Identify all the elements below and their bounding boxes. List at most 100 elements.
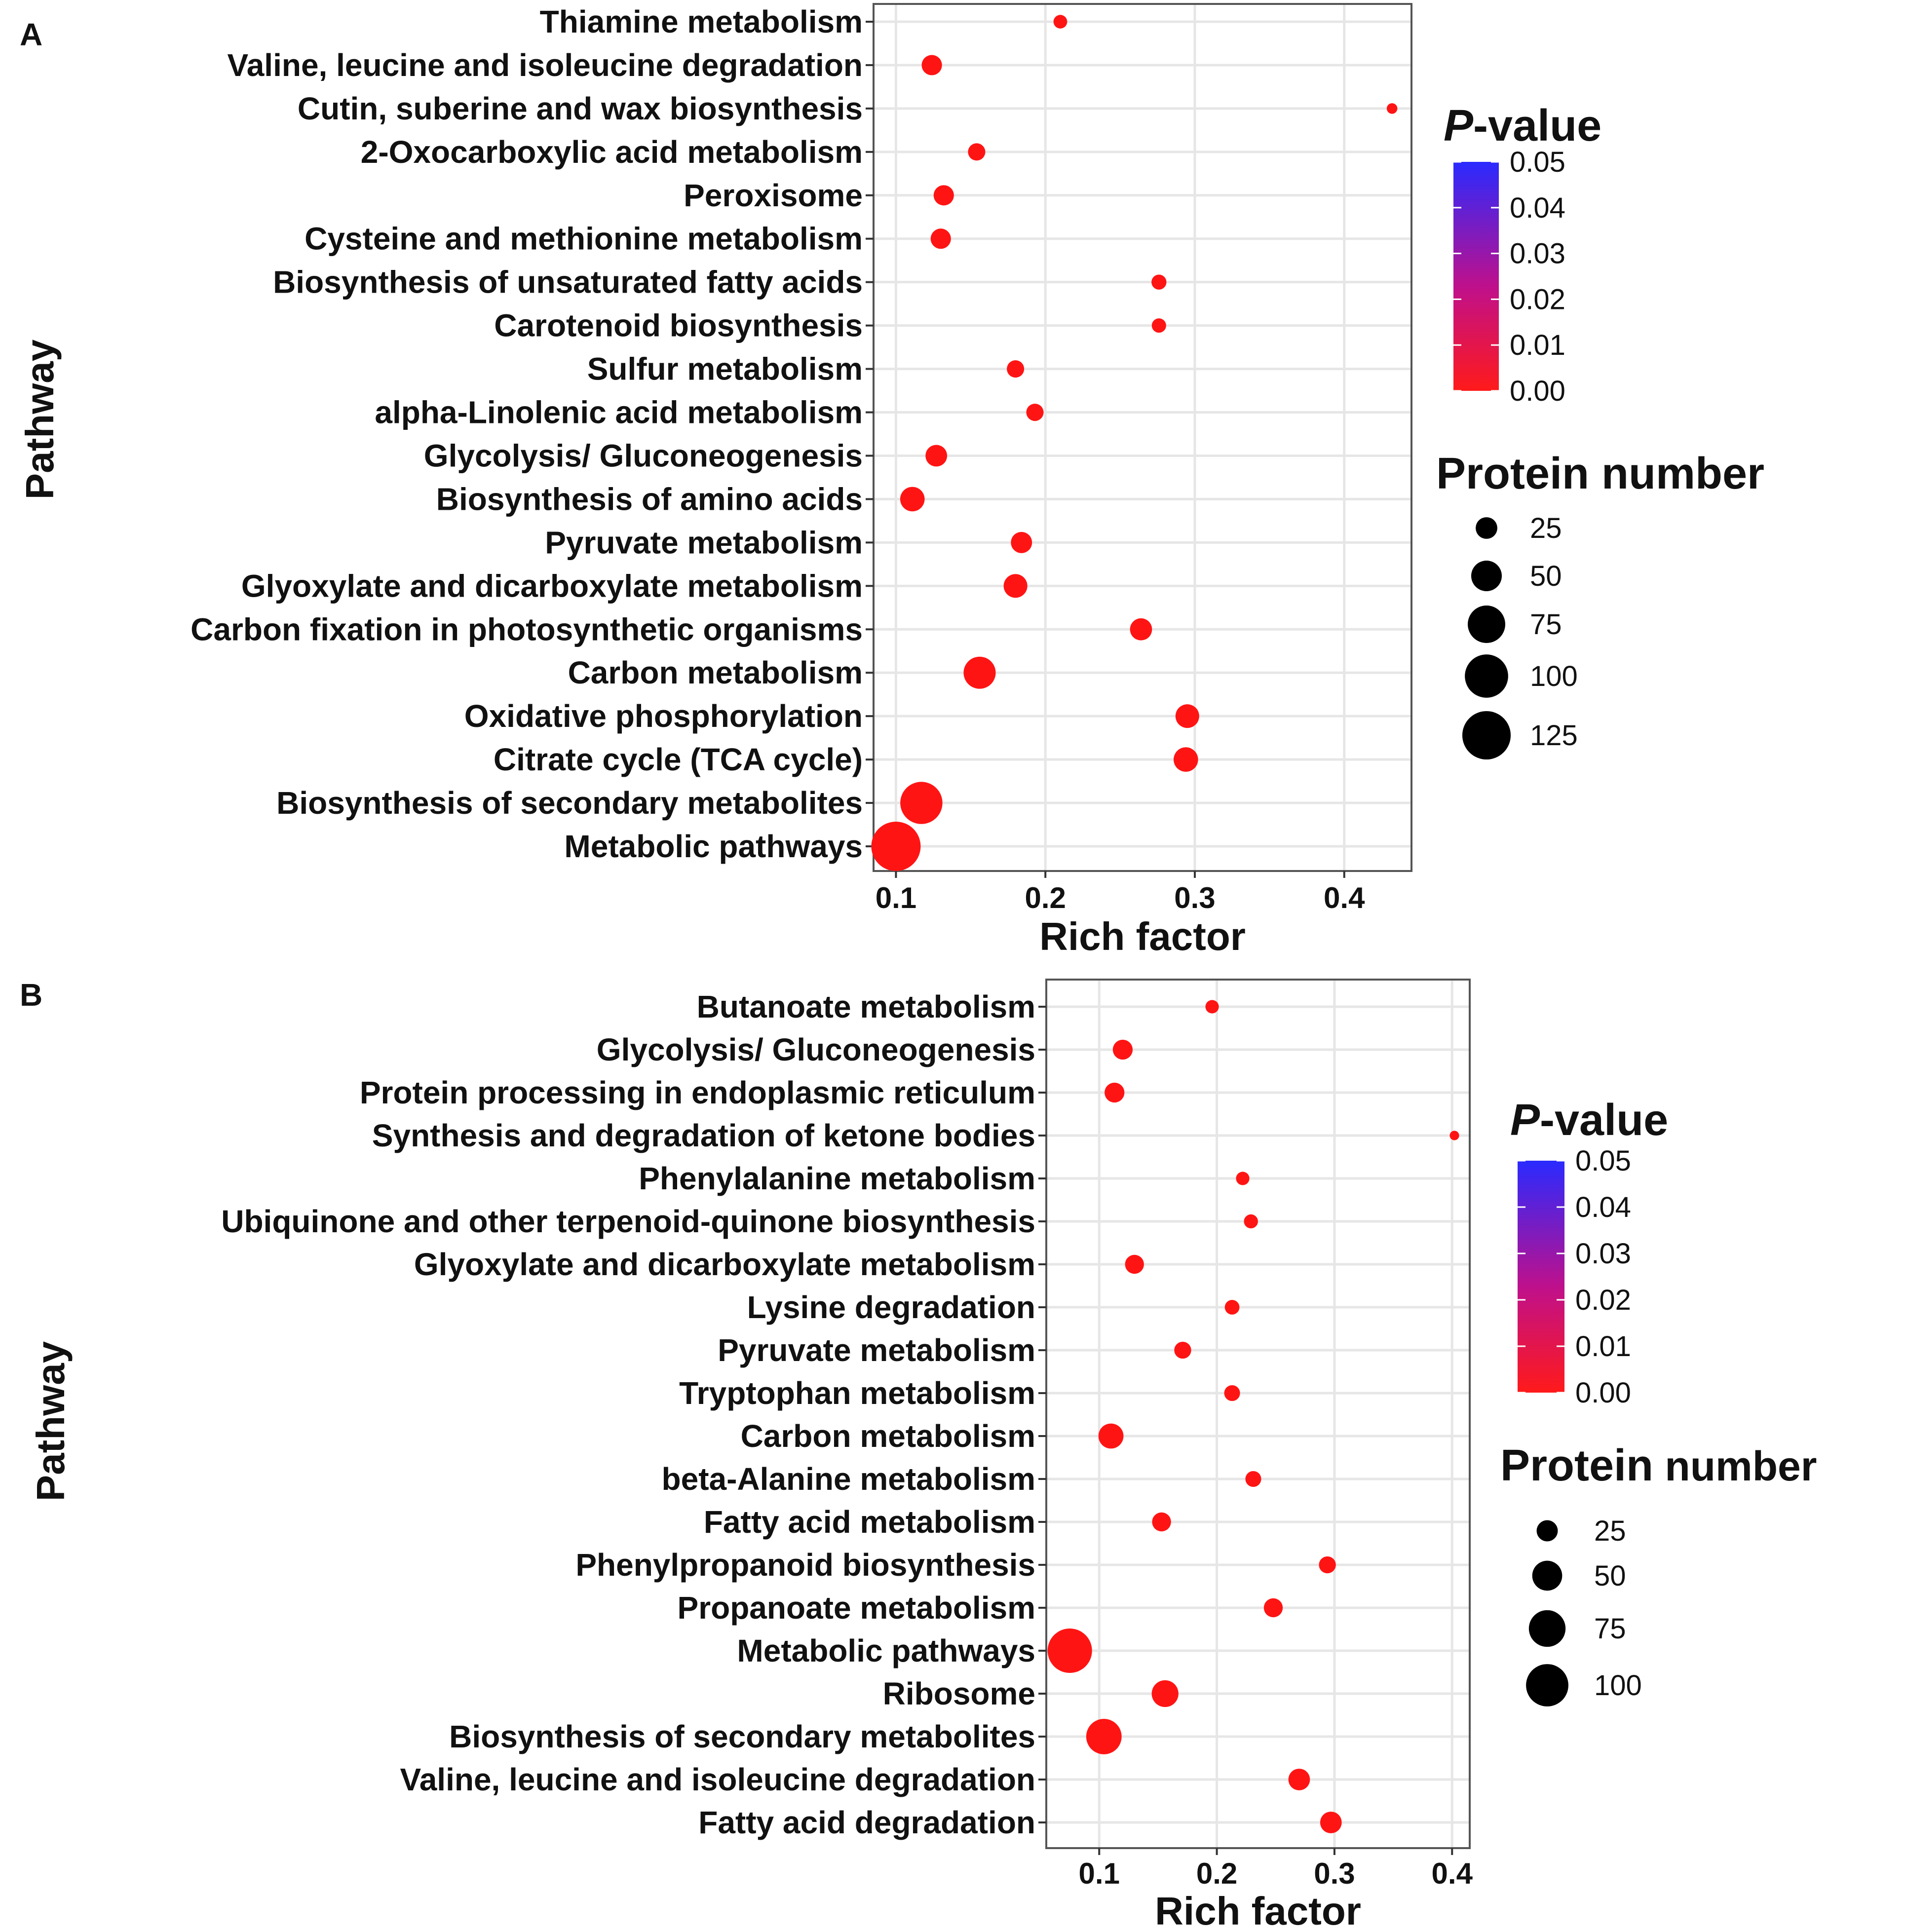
size-legend-label: 25 [1530,512,1562,544]
data-point [1244,1214,1258,1229]
data-point [1151,274,1167,290]
size-legend-circle [1528,1610,1566,1647]
pathway-label: beta-Alanine metabolism [662,1461,1036,1497]
data-point [1086,1719,1122,1754]
pathway-label: Lysine degradation [747,1289,1035,1325]
color-legend-label: 0.03 [1575,1238,1631,1270]
plot-area [1046,980,1470,1848]
size-legend-circle [1526,1664,1568,1706]
color-legend-label: 0.04 [1510,192,1565,224]
data-point [1173,747,1198,772]
size-legend-label: 75 [1530,608,1562,641]
data-point [1175,704,1199,728]
panel-letter: B [20,977,42,1013]
color-legend-label: 0.05 [1510,146,1565,178]
pathway-label: Biosynthesis of unsaturated fatty acids [273,265,863,300]
pathway-label: Protein processing in endoplasmic reticu… [360,1075,1035,1110]
size-legend-circle [1476,517,1497,539]
size-legend-label: 50 [1594,1560,1626,1592]
pathway-label: Propanoate metabolism [678,1590,1036,1626]
data-point [1386,103,1398,114]
pathway-label: Glycolysis/ Gluconeogenesis [597,1032,1035,1067]
plot-border [1045,979,1471,1849]
pathway-label: Phenylpropanoid biosynthesis [575,1547,1035,1583]
data-point [1174,1341,1191,1359]
panel-b: B Butanoate metabolism Glycolysis/ Glucone… [20,977,1817,1932]
color-bar [1453,162,1499,391]
pathway-label: Oxidative phosphorylation [464,698,863,734]
plot-area [874,4,1411,871]
size-legend-title: Protein number [1436,449,1764,498]
data-point [1011,531,1032,553]
x-tick-label: 0.2 [1196,1857,1237,1890]
data-point [1320,1812,1342,1833]
size-legend-label: 125 [1530,720,1578,752]
data-point [1053,15,1067,29]
pathway-label: Citrate cycle (TCA cycle) [494,742,863,777]
x-tick-label: 0.1 [1079,1857,1120,1890]
pathway-label: Pyruvate metabolism [545,525,863,560]
color-legend-label: 0.05 [1575,1145,1631,1177]
color-legend-label: 0.02 [1510,283,1565,315]
color-legend-title: P-value [1510,1096,1668,1145]
pathway-label: Valine, leucine and isoleucine degradati… [228,47,863,83]
data-point [1224,1385,1240,1402]
pathway-label: Pyruvate metabolism [718,1332,1035,1368]
y-axis-title: Pathway [29,1341,73,1501]
size-legend-label: 75 [1594,1613,1626,1645]
pathway-label: Carotenoid biosynthesis [494,308,863,343]
pathway-label: Glyoxylate and dicarboxylate metabolism [414,1247,1035,1282]
color-bar [1518,1161,1564,1393]
panel-letter: A [20,17,42,52]
color-legend-label: 0.01 [1510,329,1565,361]
data-point [1205,1000,1219,1014]
x-tick-label: 0.3 [1314,1857,1355,1890]
data-point [1319,1556,1336,1574]
pathway-label: Metabolic pathways [564,829,863,864]
size-legend-label: 25 [1594,1515,1626,1547]
data-point [1449,1131,1459,1140]
pathway-label: Ribosome [883,1676,1035,1711]
x-axis-title: Rich factor [1039,914,1246,958]
color-legend-label: 0.00 [1510,375,1565,407]
x-tick-label: 0.1 [876,881,916,914]
data-point [1236,1172,1250,1185]
plot-border [873,3,1412,872]
size-legend-circle [1536,1520,1558,1542]
size-legend-label: 100 [1530,660,1578,692]
data-point [1224,1300,1240,1315]
data-point [963,656,996,689]
pathway-label: 2-Oxocarboxylic acid metabolism [361,134,863,170]
size-legend-circle [1465,654,1508,698]
pathway-label: Peroxisome [684,178,863,213]
data-point [933,185,954,206]
pathway-label: Cysteine and methionine metabolism [305,221,863,257]
data-point [1245,1471,1261,1487]
data-point [1026,403,1044,421]
data-point [1047,1629,1092,1673]
data-point [1130,618,1152,641]
data-point [1098,1423,1124,1449]
pathway-label: Fatty acid degradation [698,1805,1035,1840]
pathway-label: Fatty acid metabolism [704,1504,1035,1540]
pathway-label: Biosynthesis of secondary metabolites [276,785,863,821]
data-point [1112,1039,1133,1060]
pathway-label: Glycolysis/ Gluconeogenesis [424,438,863,473]
data-point [925,445,948,467]
color-legend-label: 0.03 [1510,238,1565,270]
data-point [1151,1680,1179,1707]
size-legend-circle [1468,606,1505,643]
pathway-label: Butanoate metabolism [697,989,1035,1024]
size-legend-circle [1471,560,1502,592]
data-point [1152,1512,1171,1532]
pathway-label: Synthesis and degradation of ketone bodi… [372,1118,1035,1153]
color-legend-label: 0.00 [1575,1377,1631,1409]
y-axis-title: Pathway [18,339,62,499]
x-tick-label: 0.2 [1025,881,1066,914]
size-legend-circle [1462,711,1511,760]
pathway-label: Biosynthesis of amino acids [436,481,863,517]
pathway-label: Ubiquinone and other terpenoid-quinone b… [221,1204,1035,1239]
pathway-label: Cutin, suberine and wax biosynthesis [298,91,863,126]
pathway-label: alpha-Linolenic acid metabolism [375,395,863,430]
